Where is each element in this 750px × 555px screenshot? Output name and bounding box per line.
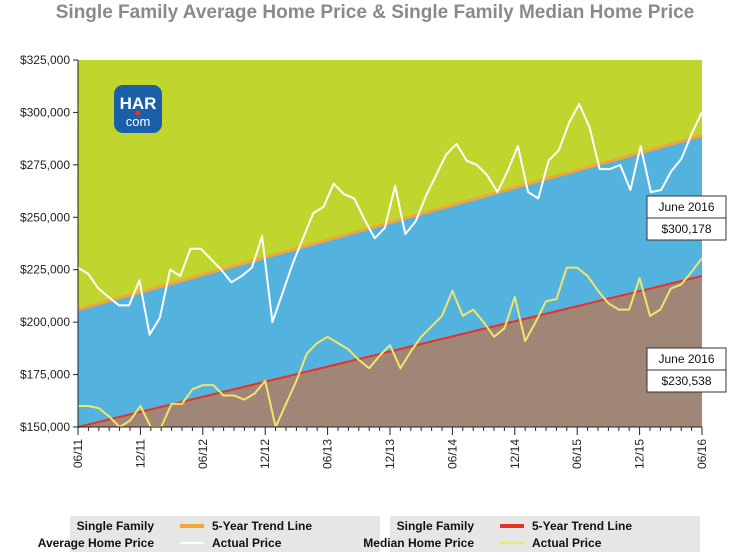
legend-group-line1: Single Family [77,519,155,533]
legend-trend-label: 5-Year Trend Line [212,519,312,533]
legend-group-line1: Single Family [397,519,475,533]
callout-value: $300,178 [661,222,711,236]
callout-value: $230,538 [661,374,711,388]
x-tick-label: 06/11 [71,439,85,468]
x-tick-label: 06/14 [445,439,459,469]
legend-actual-label: Actual Price [212,536,282,550]
y-tick-label: $175,000 [20,368,70,382]
x-tick-label: 06/16 [695,439,709,469]
callout-date: June 2016 [658,352,714,366]
legend-group-bg [390,516,700,552]
median-trend-line [77,275,703,428]
plot-area [78,60,702,428]
median-actual-price-line [78,257,703,428]
y-tick-label: $325,000 [20,53,70,67]
x-tick-label: 12/11 [133,439,147,468]
x-tick-label: 12/12 [258,439,272,469]
legend-actual-label: Actual Price [532,536,602,550]
average-actual-price-line [77,103,703,336]
logo-text-com: com [126,114,151,129]
x-tick-label: 06/12 [196,439,210,469]
x-tick-label: 12/13 [383,439,397,469]
legend: Single Family Average Home Price 5-Year Tr… [38,516,700,552]
y-tick-label: $150,000 [20,420,70,434]
y-tick-label: $300,000 [20,105,70,119]
series-layer [77,103,703,428]
x-tick-label: 12/14 [508,439,522,469]
x-tick-label: 06/15 [570,439,584,469]
legend-group-line2: Median Home Price [363,536,474,550]
callout-date: June 2016 [658,200,714,214]
logo-text-har: HAR [120,94,157,113]
x-tick-label: 12/15 [633,439,647,469]
y-tick-label: $225,000 [20,263,70,277]
y-tick-label: $250,000 [20,210,70,224]
axes-layer: $150,000 $175,000 $200,000 $225,000 $250,000… [20,53,709,469]
legend-group-line2: Average Home Price [38,536,155,550]
y-tick-label: $275,000 [20,158,70,172]
logo-dot [135,110,141,116]
logo-badge [114,85,162,133]
chart-title: Single Family Average Home Price & Singl… [55,2,695,23]
legend-trend-label: 5-Year Trend Line [532,519,632,533]
x-tick-label: 06/13 [321,439,335,469]
callouts: June 2016 $300,178 June 2016 $230,538 [646,195,727,393]
y-tick-label: $200,000 [20,315,70,329]
legend-group-bg [70,516,380,552]
